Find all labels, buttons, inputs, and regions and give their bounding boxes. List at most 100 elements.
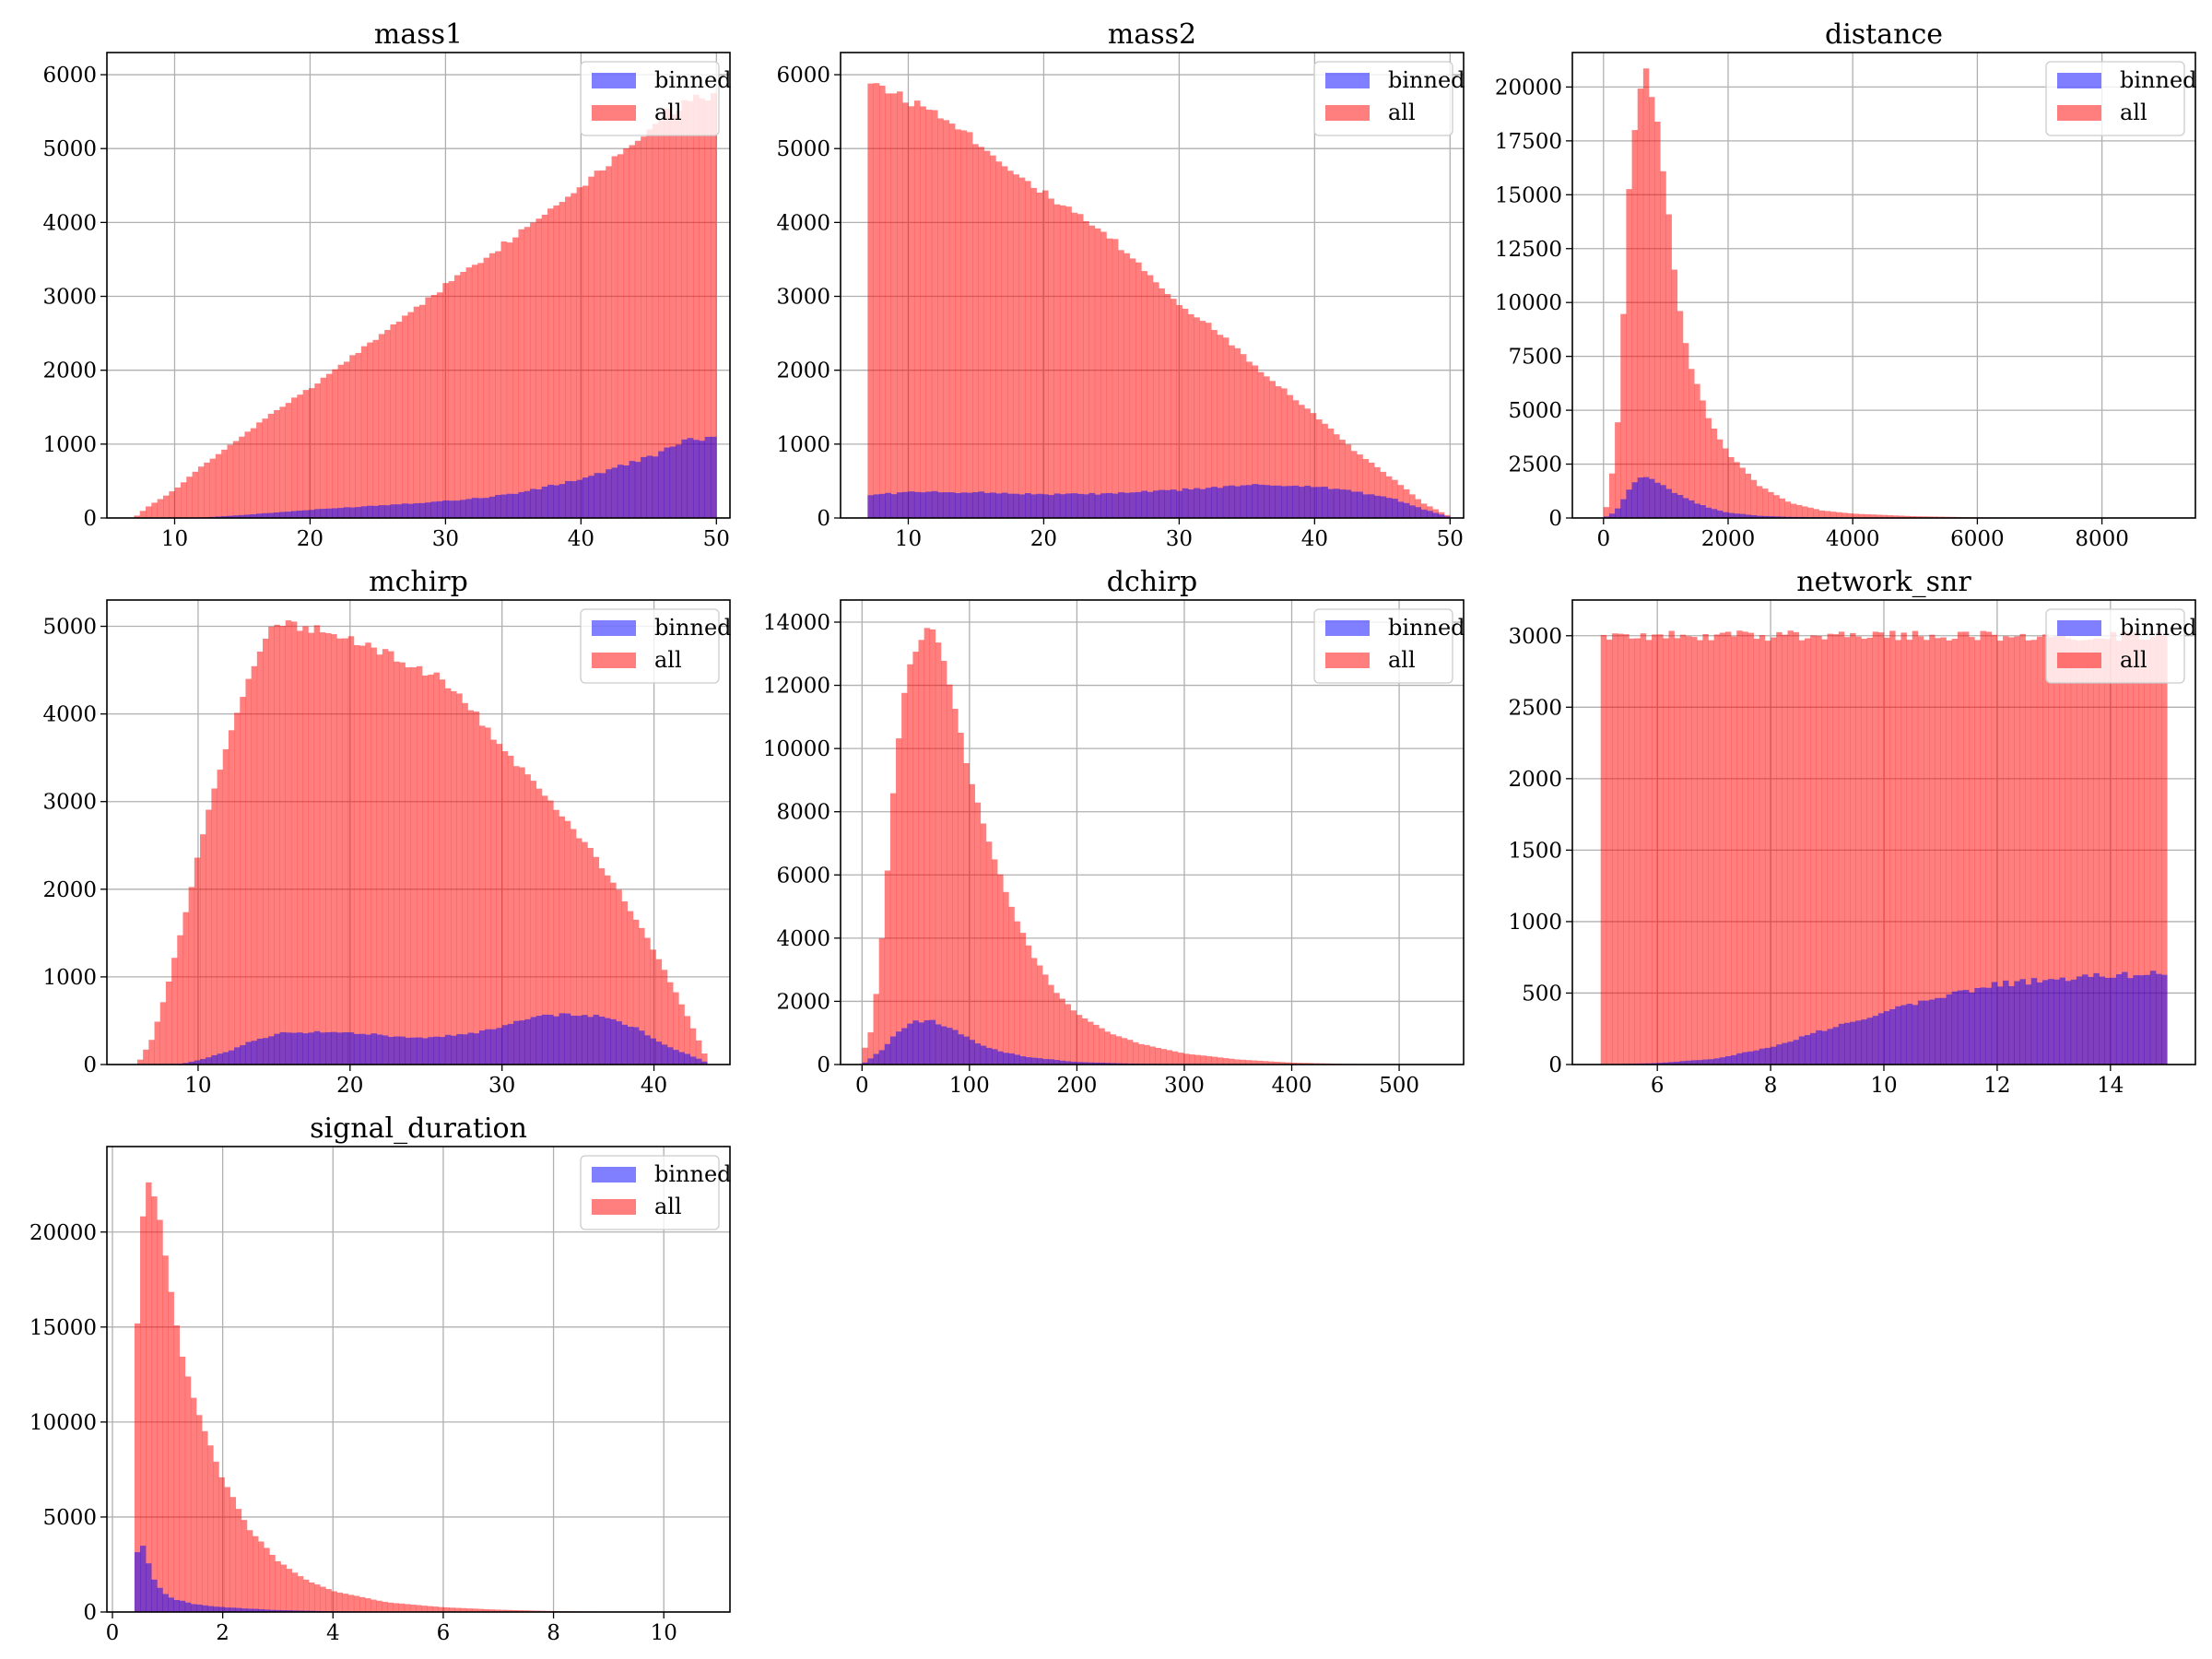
y-tick-label: 12000 xyxy=(763,675,830,699)
bar-all-bin-23 xyxy=(1734,462,1740,518)
bar-all-bin-64 xyxy=(1222,1058,1230,1065)
bar-all-bin-32 xyxy=(320,377,327,518)
bar-all-bin-27 xyxy=(1014,921,1020,1065)
bar-binned-bin-28 xyxy=(297,511,303,518)
y-tick-label: 14000 xyxy=(763,611,830,635)
bar-binned-bin-94 xyxy=(2133,975,2139,1065)
bar-binned-bin-29 xyxy=(1764,1047,1771,1065)
chart-title: dchirp xyxy=(1107,566,1197,598)
bar-binned-bin-12 xyxy=(929,1019,936,1065)
bar-all-bin-55 xyxy=(1171,1051,1179,1065)
bar-all-bin-49 xyxy=(1153,282,1159,518)
bar-binned-bin-11 xyxy=(1665,488,1672,518)
bar-binned-bin-7 xyxy=(901,1028,908,1065)
bar-binned-bin-40 xyxy=(365,1034,371,1065)
bar-all-bin-42 xyxy=(1099,1028,1105,1065)
bar-all-bin-86 xyxy=(2088,639,2094,1065)
bar-binned-bin-37 xyxy=(347,1032,355,1065)
bar-binned-bin-71 xyxy=(547,484,554,518)
bar-all-bin-46 xyxy=(1121,1038,1128,1065)
bar-all-bin-65 xyxy=(1246,361,1253,518)
bar-all-bin-52 xyxy=(436,292,443,518)
bar-binned-bin-11 xyxy=(924,1019,931,1065)
bar-all-bin-0 xyxy=(867,83,875,518)
bar-all-bin-53 xyxy=(432,1606,439,1612)
bar-all-bin-12 xyxy=(204,462,210,518)
bar-binned-bin-77 xyxy=(2036,982,2043,1065)
bar-all-bin-4 xyxy=(884,870,891,1065)
y-tick-label: 12500 xyxy=(1495,238,1562,262)
bar-binned-bin-65 xyxy=(1969,992,1975,1065)
bar-binned-bin-67 xyxy=(519,1020,525,1065)
bar-binned-bin-4 xyxy=(1626,489,1632,518)
bar-all-bin-17 xyxy=(232,441,240,518)
bar-binned-bin-85 xyxy=(2082,974,2088,1065)
bar-all-bin-82 xyxy=(604,875,611,1065)
bar-binned-bin-4 xyxy=(884,1043,891,1065)
bar-all-bin-62 xyxy=(490,739,497,1065)
bar-binned-bin-44 xyxy=(388,1037,394,1065)
bar-all-bin-39 xyxy=(360,346,368,518)
x-tick-label: 10 xyxy=(1870,1074,1897,1098)
bar-binned-bin-30 xyxy=(1030,1057,1038,1065)
bar-binned-bin-15 xyxy=(221,516,228,518)
bar-binned-bin-91 xyxy=(664,447,671,518)
bar-all-bin-34 xyxy=(1795,504,1803,518)
bar-all-bin-63 xyxy=(1957,631,1964,1065)
bar-all-bin-90 xyxy=(650,949,656,1065)
bar-all-bin-16 xyxy=(1694,383,1700,518)
bar-binned-bin-21 xyxy=(256,513,263,518)
bar-all-bin-8 xyxy=(913,100,921,518)
bar-all-bin-58 xyxy=(471,265,478,518)
bar-binned-bin-25 xyxy=(275,1609,281,1612)
bar-all-bin-96 xyxy=(2144,640,2151,1065)
bar-all-bin-78 xyxy=(2042,634,2049,1065)
bar-all-bin-81 xyxy=(2059,636,2065,1065)
bar-binned-bin-79 xyxy=(1327,488,1335,518)
bar-all-bin-49 xyxy=(416,665,423,1065)
bar-all-bin-83 xyxy=(617,154,624,518)
bar-all-bin-29 xyxy=(1025,945,1032,1065)
bar-binned-bin-65 xyxy=(1246,485,1253,518)
bar-all-bin-74 xyxy=(2019,633,2026,1065)
bar-binned-bin-42 xyxy=(1099,1062,1105,1065)
bar-binned-bin-52 xyxy=(1895,1006,1901,1065)
bar-all-bin-7 xyxy=(174,487,182,518)
legend: binned all xyxy=(580,61,732,136)
bar-all-bin-99 xyxy=(2161,635,2168,1065)
bar-binned-bin-15 xyxy=(947,1028,953,1065)
bar-all-bin-33 xyxy=(320,1586,326,1612)
bar-all-bin-47 xyxy=(1866,637,1874,1065)
bar-all-bin-16 xyxy=(960,130,968,518)
bar-binned-bin-46 xyxy=(399,1036,406,1065)
series-binned xyxy=(862,1019,1427,1065)
bar-all-bin-70 xyxy=(1996,641,2004,1065)
bar-all-bin-13 xyxy=(1674,638,1681,1065)
bar-binned-bin-16 xyxy=(960,492,968,518)
bar-all-bin-44 xyxy=(388,651,394,1065)
bar-all-bin-98 xyxy=(704,100,712,518)
legend-label-binned: binned xyxy=(2120,67,2197,93)
bar-all-bin-25 xyxy=(279,406,286,518)
bar-binned-bin-61 xyxy=(1946,994,1953,1065)
bar-binned-bin-76 xyxy=(570,1015,577,1065)
bar-all-bin-45 xyxy=(1115,1036,1123,1065)
bar-all-bin-11 xyxy=(924,628,931,1065)
bar-binned-bin-46 xyxy=(402,503,408,518)
bar-binned-bin-75 xyxy=(564,1013,571,1065)
bar-all-bin-83 xyxy=(610,882,617,1065)
bar-all-bin-40 xyxy=(1827,633,1833,1065)
bar-all-bin-32 xyxy=(1042,974,1049,1065)
bar-binned-bin-14 xyxy=(1682,498,1689,518)
bar-binned-bin-31 xyxy=(1036,1058,1043,1065)
bar-binned-bin-12 xyxy=(202,1605,208,1612)
bar-all-bin-45 xyxy=(1858,513,1865,518)
bar-binned-bin-99 xyxy=(710,436,717,518)
bar-all-bin-14 xyxy=(215,453,222,518)
bar-binned-bin-75 xyxy=(1304,485,1311,518)
bar-all-bin-34 xyxy=(1793,631,1800,1065)
bar-all-bin-21 xyxy=(990,155,996,518)
bar-all-bin-93 xyxy=(676,111,682,519)
bar-all-bin-50 xyxy=(416,1605,422,1612)
bar-all-bin-28 xyxy=(297,630,303,1065)
